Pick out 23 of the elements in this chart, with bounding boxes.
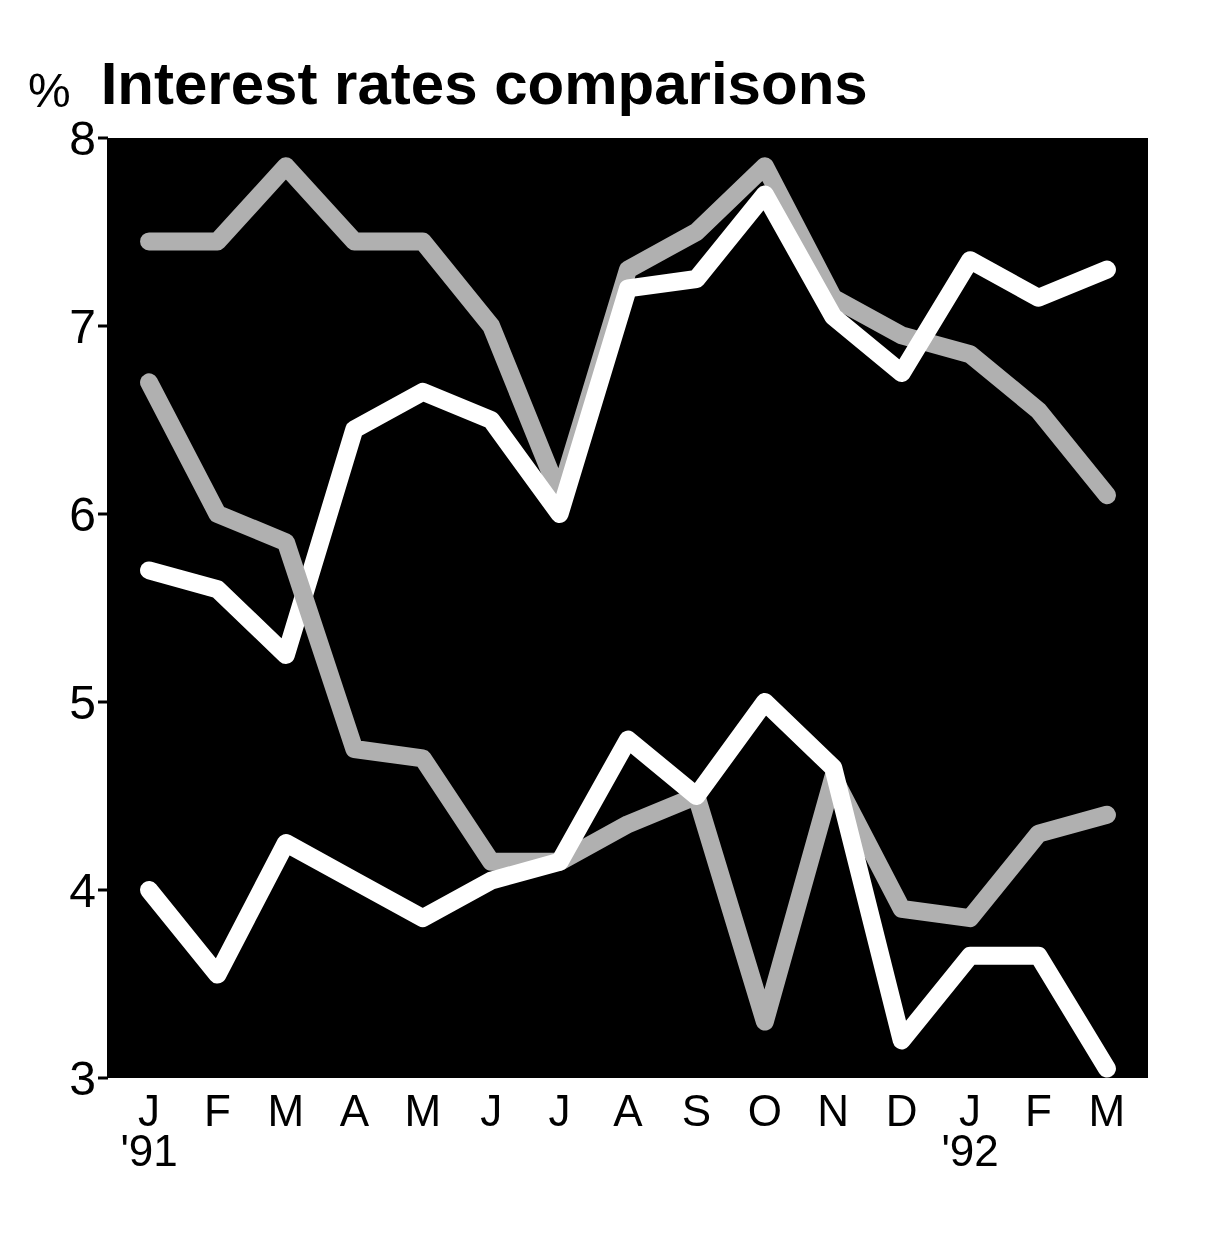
y-tick-label: 3 [69, 1052, 96, 1106]
x-tick-label: A [339, 1086, 370, 1135]
x-tick-label: M [267, 1086, 305, 1135]
y-tick-label: 6 [69, 488, 96, 542]
x-tick-label: J [480, 1086, 503, 1135]
x-tick-label: N [817, 1086, 850, 1135]
y-axis-title: % [28, 63, 71, 118]
x-tick-label: M [404, 1086, 442, 1135]
x-tick-label: J '91 [120, 1086, 178, 1175]
x-tick-label: A [613, 1086, 644, 1135]
x-tick-label: M [1088, 1086, 1126, 1135]
x-tick-label: D [885, 1086, 918, 1135]
x-tick-label: S [681, 1086, 712, 1135]
y-tick-label: 4 [69, 864, 96, 918]
x-tick-label: F [1025, 1086, 1052, 1135]
x-tick-label: J [548, 1086, 571, 1135]
x-tick-label: J '92 [941, 1086, 999, 1175]
chart-title: Interest rates comparisons [100, 49, 868, 118]
x-tick-label: F [204, 1086, 231, 1135]
y-tick-label: 7 [69, 300, 96, 354]
y-tick-label: 5 [69, 676, 96, 730]
x-tick-label: O [747, 1086, 782, 1135]
y-tick-label: 8 [69, 112, 96, 166]
